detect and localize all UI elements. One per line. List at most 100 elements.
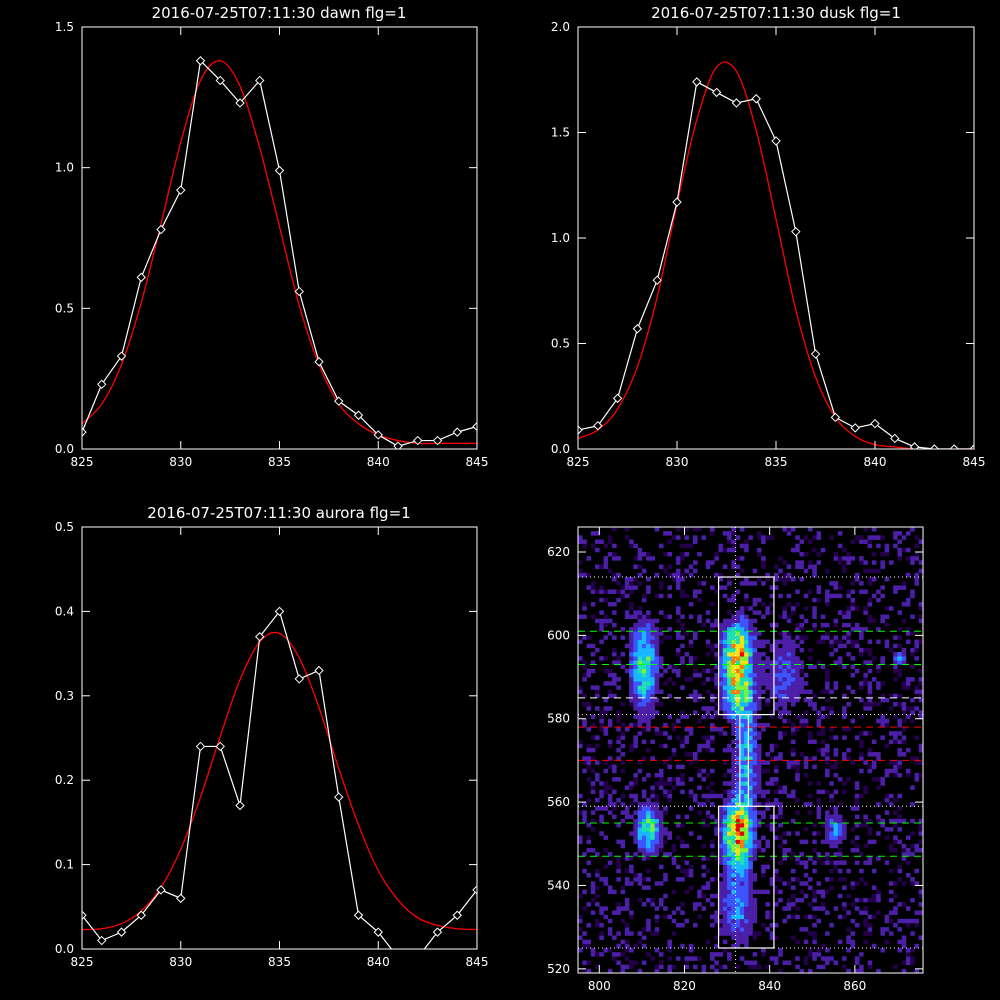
heatmap-cell <box>731 631 736 636</box>
heatmap-cell <box>820 635 826 640</box>
heatmap-cell <box>727 689 732 695</box>
heatmap-cell <box>731 714 736 720</box>
heatmap-cell <box>761 535 766 540</box>
heatmap-cell <box>812 564 817 569</box>
heatmap-cell <box>782 560 788 565</box>
heatmap-cell <box>701 714 707 720</box>
heatmap-cell <box>590 652 596 657</box>
heatmap-cell <box>786 793 792 799</box>
heatmap-cell <box>854 960 860 965</box>
heatmap-cell <box>808 947 813 953</box>
heatmap-cell <box>612 635 617 640</box>
heatmap-cell <box>667 968 673 973</box>
heatmap-cell <box>761 789 766 795</box>
heatmap-cell <box>612 935 617 940</box>
heatmap-cell <box>812 627 817 632</box>
heatmap-cell <box>739 806 745 811</box>
heatmap-cell <box>607 539 613 544</box>
heatmap-cell <box>876 627 881 632</box>
heatmap-cell <box>803 618 809 624</box>
heatmap-cell <box>624 906 630 911</box>
heatmap-cell <box>731 810 736 815</box>
heatmap-cell <box>859 731 864 736</box>
heatmap-cell <box>812 622 817 628</box>
heatmap-cell <box>752 814 758 820</box>
heatmap-cell <box>727 814 732 820</box>
heatmap-cell <box>693 568 698 574</box>
heatmap-cell <box>735 822 741 828</box>
heatmap-cell <box>748 622 753 628</box>
heatmap-cell <box>586 760 592 765</box>
heatmap-cell <box>756 781 762 786</box>
heatmap-cell <box>637 731 643 736</box>
heatmap-cell <box>739 718 745 724</box>
heatmap-cell <box>744 931 749 936</box>
heatmap-cell <box>803 710 809 715</box>
heatmap-cell <box>633 631 638 636</box>
heatmap-cell <box>701 768 707 774</box>
heatmap-cell <box>786 652 792 657</box>
heatmap-cell <box>739 885 745 890</box>
heatmap-cell <box>646 681 651 686</box>
heatmap-cell <box>739 918 745 924</box>
heatmap-cell <box>603 906 609 911</box>
heatmap-cell <box>756 672 762 678</box>
heatmap-cell <box>654 660 660 665</box>
heatmap-cell <box>897 652 903 657</box>
heatmap-cell <box>722 922 728 928</box>
heatmap-cell <box>684 568 690 574</box>
heatmap-cell <box>727 877 732 882</box>
heatmap-cell <box>842 906 847 911</box>
heatmap-cell <box>701 743 707 749</box>
heatmap-cell <box>752 668 758 674</box>
heatmap-cell <box>820 614 826 620</box>
heatmap-cell <box>918 539 923 544</box>
heatmap-cell <box>722 652 728 657</box>
heatmap-cell <box>680 660 685 665</box>
heatmap-cell <box>854 847 860 853</box>
dawn-data-point <box>334 396 344 406</box>
heatmap-cell <box>727 822 732 828</box>
heatmap-cell <box>612 910 617 915</box>
heatmap-cell <box>744 731 749 736</box>
heatmap-cell <box>918 618 923 624</box>
heatmap-cell <box>842 902 847 907</box>
heatmap-cell <box>744 772 749 778</box>
heatmap-cell <box>735 852 741 857</box>
heatmap-cell <box>778 568 783 574</box>
heatmap-cell <box>599 627 604 632</box>
heatmap-cell <box>731 668 736 674</box>
heatmap-cell <box>727 889 732 895</box>
heatmap-cell <box>808 877 813 882</box>
heatmap-cell <box>620 589 626 594</box>
heatmap-cell <box>620 793 626 799</box>
heatmap-cell <box>590 910 596 915</box>
heatmap-cell <box>731 860 736 865</box>
heatmap-cell <box>897 947 903 953</box>
heatmap-cell <box>735 564 741 569</box>
heatmap-cell <box>782 631 788 636</box>
heatmap-cell <box>582 572 587 578</box>
heatmap-cell <box>731 852 736 857</box>
heatmap-cell <box>629 602 634 607</box>
heatmap-cell <box>582 768 587 774</box>
heatmap-cell <box>735 835 741 840</box>
heatmap-cell <box>710 781 715 786</box>
heatmap-cell <box>603 881 609 886</box>
heatmap-cell <box>880 593 885 599</box>
heatmap-cell <box>739 627 745 632</box>
heatmap-cell <box>748 735 753 740</box>
heatmap-cell <box>765 864 770 870</box>
heatmap-cell <box>901 685 907 690</box>
heatmap-cell <box>837 802 843 807</box>
heatmap-cell <box>675 581 681 586</box>
heatmap-cell <box>578 685 583 690</box>
heatmap-cell <box>586 572 592 578</box>
heatmap-cell <box>620 843 626 849</box>
heatmap-cell <box>727 843 732 849</box>
heatmap-cell <box>744 831 749 836</box>
heatmap-cell <box>884 772 890 778</box>
heatmap-cell <box>641 835 647 840</box>
heatmap-cell <box>816 856 822 861</box>
heatmap-cell <box>612 764 617 770</box>
